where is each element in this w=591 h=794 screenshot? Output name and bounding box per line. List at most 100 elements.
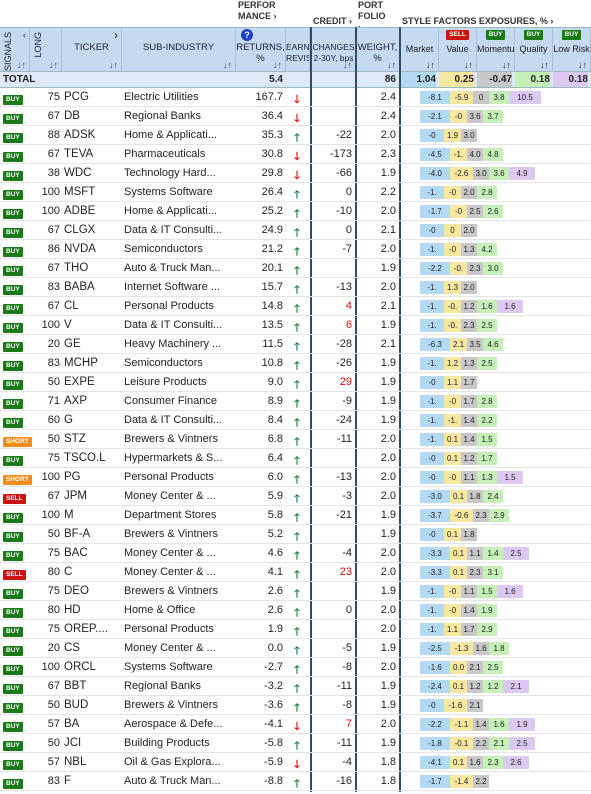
signal-badge[interactable]: BUY — [3, 225, 23, 238]
signal-badge[interactable]: BUY — [3, 377, 23, 390]
signal-badge[interactable]: BUY — [3, 111, 23, 124]
signal-badge[interactable]: BUY — [3, 548, 23, 561]
table-row[interactable]: BUY 88 ADSK Home & Applicati... 35.3 🡑 -22 2.0 -… — [0, 126, 591, 145]
table-row[interactable]: BUY 86 NVDA Semiconductors 21.2 🡑 -7 2.0 -1. -0 1.… — [0, 240, 591, 259]
signal-badge[interactable]: BUY — [3, 624, 23, 637]
signal-badge[interactable]: BUY — [3, 510, 23, 523]
signal-badge[interactable]: SELL — [3, 491, 26, 504]
weight-column-header[interactable]: WEIGHT, % ↓↑ — [356, 28, 400, 73]
table-row[interactable]: BUY 38 WDC Technology Hard... 29.8 🡓 -66 1.9 -4.… — [0, 164, 591, 183]
signal-badge[interactable]: BUY — [3, 681, 23, 694]
signal-badge[interactable]: BUY — [3, 206, 23, 219]
ticker[interactable]: BABA — [64, 281, 95, 293]
table-row[interactable]: SHORT 100 PG Personal Products 6.0 🡑 -13 2.0 -0-… — [0, 468, 591, 487]
sort-icon[interactable]: ↓↑ — [49, 60, 58, 70]
signal-badge[interactable]: BUY — [3, 700, 23, 713]
ticker[interactable]: WDC — [64, 167, 92, 179]
ticker[interactable]: THO — [64, 262, 89, 274]
sort-icon[interactable]: ↓↑ — [223, 60, 232, 70]
table-row[interactable]: BUY 83 BABA Internet Software ... 15.7 🡑 -13 2.… — [0, 278, 591, 297]
signal-badge[interactable]: BUY — [3, 415, 23, 428]
table-row[interactable]: BUY 20 GE Heavy Machinery ... 11.5 🡑 -28 2.1 -6.… — [0, 335, 591, 354]
table-row[interactable]: BUY 50 JCI Building Products -5.8 🡑 -11 1.9 -1.8… — [0, 734, 591, 753]
table-row[interactable]: BUY 57 NBL Oil & Gas Explora... -5.9 🡓 -4 1.8 -4… — [0, 753, 591, 772]
table-row[interactable]: BUY 100 M Department Stores 5.8 🡑 -21 1.9 -3.7 -0… — [0, 506, 591, 525]
signal-badge[interactable]: BUY — [3, 339, 23, 352]
factor-header-4[interactable]: BUY Low Risk ↓↑ — [553, 28, 591, 73]
signal-badge[interactable]: BUY — [3, 320, 23, 333]
sort-icon[interactable]: ↓↑ — [426, 60, 435, 70]
chevron-left-icon[interactable]: ‹ — [22, 30, 26, 41]
table-row[interactable]: BUY 83 MCHP Semiconductors 10.8 🡑 -26 1.9 -1. 1.2… — [0, 354, 591, 373]
signal-badge[interactable]: BUY — [3, 92, 23, 105]
ticker[interactable]: ORCL — [64, 661, 96, 673]
ticker[interactable]: DEO — [64, 585, 89, 597]
ticker[interactable]: PCG — [64, 91, 89, 103]
table-row[interactable]: BUY 83 F Auto & Truck Man... -8.8 🡑 -16 1.8 -1.7… — [0, 772, 591, 791]
table-row[interactable]: BUY 67 DB Regional Banks 36.4 🡓 2.4 -2.1 -0 3.6 3.… — [0, 107, 591, 126]
table-row[interactable]: SELL 80 C Money Center & ... 4.1 🡑 23 2.0 -3.3 0.… — [0, 563, 591, 582]
table-row[interactable]: BUY 75 BAC Money Center & ... 4.6 🡑 -4 2.0 -3.3 0… — [0, 544, 591, 563]
ticker[interactable]: HD — [64, 604, 81, 616]
signal-badge[interactable]: BUY — [3, 757, 23, 770]
sort-icon[interactable]: ↓↑ — [540, 60, 549, 70]
table-row[interactable]: BUY 57 BA Aerospace & Defe... -4.1 🡓 7 2.0 -2.2-… — [0, 715, 591, 734]
signal-badge[interactable]: BUY — [3, 738, 23, 751]
signal-badge[interactable]: SHORT — [3, 472, 32, 485]
signal-badge[interactable]: BUY — [3, 396, 23, 409]
sort-icon[interactable]: ↓↑ — [17, 60, 26, 70]
earnings-revision-column-header[interactable]: EARNING REVISIO — [286, 28, 310, 73]
factor-header-1[interactable]: SELL Value ↓↑ — [439, 28, 477, 73]
ticker-column-header[interactable]: TICKER › ↓↑ — [62, 28, 122, 73]
ticker[interactable]: PG — [64, 471, 81, 483]
signal-badge[interactable]: BUY — [3, 282, 23, 295]
table-row[interactable]: BUY 100 ORCL Systems Software -2.7 🡑 -8 2.0 -1.6… — [0, 658, 591, 677]
ticker[interactable]: BBT — [64, 680, 87, 692]
signal-badge[interactable]: BUY — [3, 358, 23, 371]
table-row[interactable]: BUY 100 MSFT Systems Software 26.4 🡑 0 2.2 -1. -0… — [0, 183, 591, 202]
ticker[interactable]: F — [64, 775, 72, 787]
table-row[interactable]: BUY 100 ADBE Home & Applicati... 25.2 🡑 -10 2.0… — [0, 202, 591, 221]
ticker[interactable]: STZ — [64, 433, 86, 445]
changes-column-header[interactable]: CHANGES 2-30Y, bps ↓↑ — [312, 28, 356, 73]
ticker[interactable]: JCI — [64, 737, 82, 749]
ticker[interactable]: CLGX — [64, 224, 96, 236]
ticker[interactable]: ADBE — [64, 205, 96, 217]
table-row[interactable]: BUY 50 EXPE Leisure Products 9.0 🡑 29 1.9 -0 1.1 1… — [0, 373, 591, 392]
table-row[interactable]: BUY 60 G Data & IT Consulti... 8.4 🡑 -24 1.9 -1.… — [0, 411, 591, 430]
table-row[interactable]: BUY 67 TEVA Pharmaceuticals 30.8 🡓 -173 2.3 -4.5… — [0, 145, 591, 164]
ticker[interactable]: JPM — [64, 490, 87, 502]
sort-icon[interactable]: ↓↑ — [273, 60, 282, 70]
table-row[interactable]: BUY 100 V Data & IT Consulti... 13.5 🡑 6 1.9 -1.… — [0, 316, 591, 335]
signal-badge[interactable]: BUY — [3, 529, 23, 542]
signal-badge[interactable]: BUY — [3, 643, 23, 656]
signals-column-header[interactable]: SIGNALS ‹ ↓↑ — [0, 28, 30, 73]
performance-group-header[interactable]: PERFOR MANCE › — [238, 0, 277, 21]
sort-icon[interactable]: ↓↑ — [387, 60, 396, 70]
signal-badge[interactable]: BUY — [3, 776, 23, 789]
table-row[interactable]: BUY 20 CS Money Center & ... 0.0 🡑 -5 1.9 -2.5 -1… — [0, 639, 591, 658]
table-row[interactable]: BUY 67 CL Personal Products 14.8 🡑 4 2.1 -1. -0. 1… — [0, 297, 591, 316]
table-row[interactable]: BUY 67 THO Auto & Truck Man... 20.1 🡑 1.9 -2.2-… — [0, 259, 591, 278]
signal-badge[interactable]: BUY — [3, 586, 23, 599]
sort-icon[interactable]: ↓↑ — [464, 60, 473, 70]
credit-group-header[interactable]: CREDIT › — [313, 16, 353, 26]
long-column-header[interactable]: LONG ↓↑ — [30, 28, 62, 73]
ticker[interactable]: CS — [64, 642, 80, 654]
ticker[interactable]: MCHP — [64, 357, 98, 369]
factor-header-0[interactable]: Market ↓↑ — [401, 28, 439, 73]
style-factors-group-header[interactable]: STYLE FACTORS EXPOSURES, % › — [402, 16, 554, 26]
signal-badge[interactable]: BUY — [3, 187, 23, 200]
ticker[interactable]: M — [64, 509, 74, 521]
factor-header-2[interactable]: BUY Momentum ↓↑ — [477, 28, 515, 73]
signal-badge[interactable]: BUY — [3, 244, 23, 257]
table-row[interactable]: BUY 75 DEO Brewers & Vintners 2.6 🡑 1.9 -1. -0 1.… — [0, 582, 591, 601]
returns-column-header[interactable]: ? RETURNS, % ↓↑ — [236, 28, 286, 73]
ticker[interactable]: BF-A — [64, 528, 91, 540]
sort-icon[interactable]: ↓↑ — [502, 60, 511, 70]
table-row[interactable]: BUY 71 AXP Consumer Finance 8.9 🡑 -9 1.9 -1. -0 1.… — [0, 392, 591, 411]
table-row[interactable]: BUY 75 PCG Electric Utilities 167.7 🡓 2.4 -8.1-… — [0, 88, 591, 107]
table-row[interactable]: BUY 75 OREP.... Personal Products 1.9 🡑 2.0 -1.… — [0, 620, 591, 639]
ticker[interactable]: ADSK — [64, 129, 96, 141]
signal-badge[interactable]: BUY — [3, 149, 23, 162]
